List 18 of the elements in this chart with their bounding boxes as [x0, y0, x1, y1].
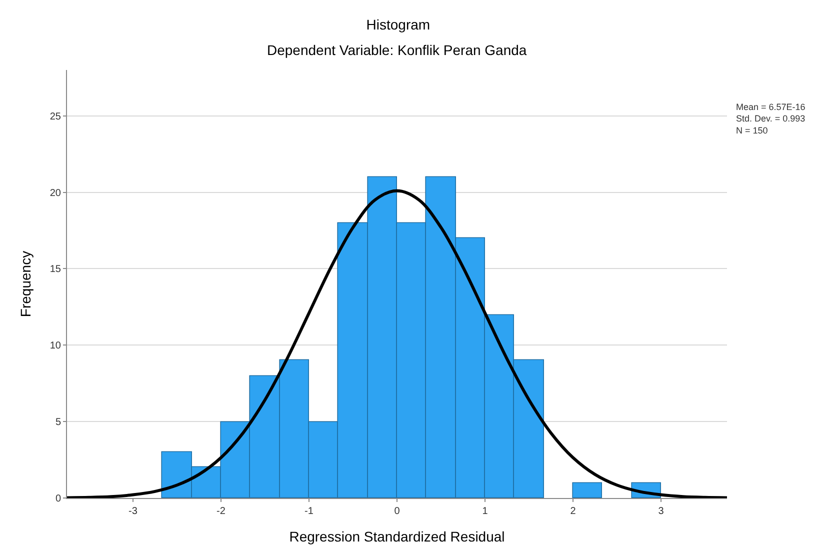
x-tick-label: -3 [128, 506, 138, 517]
y-axis-title: Frequency [17, 250, 34, 318]
x-axis-title: Regression Standardized Residual [289, 528, 505, 544]
x-tick-label: 2 [570, 506, 576, 517]
x-tick-label: 3 [658, 506, 664, 517]
text: Mean = 6.57E-16 Std. Dev. = 0.993 N = 150 [736, 102, 806, 136]
y-tick-label: 5 [55, 417, 62, 428]
y-tick-label: 15 [50, 264, 62, 276]
y-tick-label: 25 [50, 111, 62, 122]
x-tick-label: 1 [482, 506, 488, 517]
y-tick-label: 0 [55, 494, 62, 504]
x-tick-label: -1 [304, 506, 314, 517]
y-tick-label: 20 [50, 188, 62, 199]
x-tick-label: 0 [394, 506, 400, 517]
x-tick-label: -2 [216, 506, 226, 517]
y-tick-label: 10 [50, 340, 62, 352]
chart-title: Histogram [366, 16, 430, 32]
chart-subtitle: Dependent Variable: Konflik Peran Ganda [267, 42, 527, 58]
